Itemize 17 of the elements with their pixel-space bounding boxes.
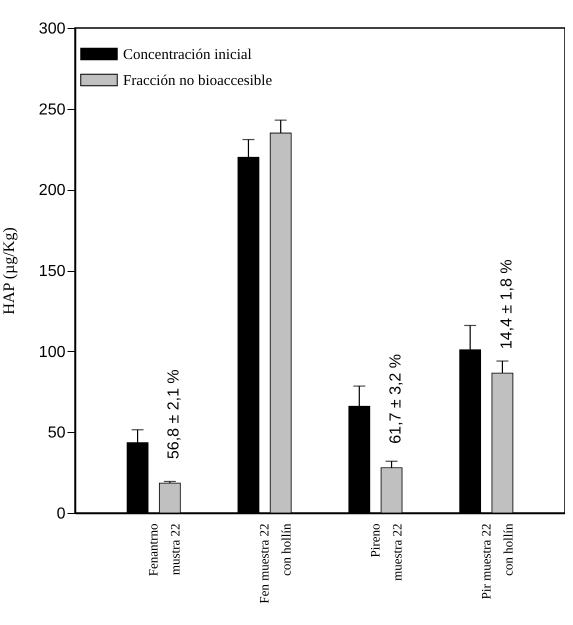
x-tick-label: Pir muestra 22 con hollín xyxy=(478,523,516,600)
y-tick-label: 250 xyxy=(38,101,66,118)
y-tick-label: 300 xyxy=(38,20,66,38)
y-tick-label: 150 xyxy=(38,263,66,280)
annotation: 56,8 ± 2,1 % xyxy=(166,369,183,460)
y-tick-label: 100 xyxy=(38,344,66,361)
y-axis-title: HAP (µg/Kg) xyxy=(0,227,18,315)
y-tick-label: 0 xyxy=(56,506,66,522)
legend-label: Fracción no bioaccesible xyxy=(123,73,272,89)
x-tick-label: Pireno muestra 22 xyxy=(367,524,404,581)
y-tick-label: 50 xyxy=(48,424,66,442)
annotation: 14,4 ± 1,8 % xyxy=(498,259,516,350)
legend-label: Concentración inicial xyxy=(123,47,252,63)
x-tick-label: Fen muestra 22 con hollín xyxy=(256,523,294,604)
x-tick-label: Fenantrno mustra 22 xyxy=(146,524,183,576)
annotation: 61,7 ± 3,2 % xyxy=(387,354,404,444)
y-tick-label: 200 xyxy=(38,182,66,200)
